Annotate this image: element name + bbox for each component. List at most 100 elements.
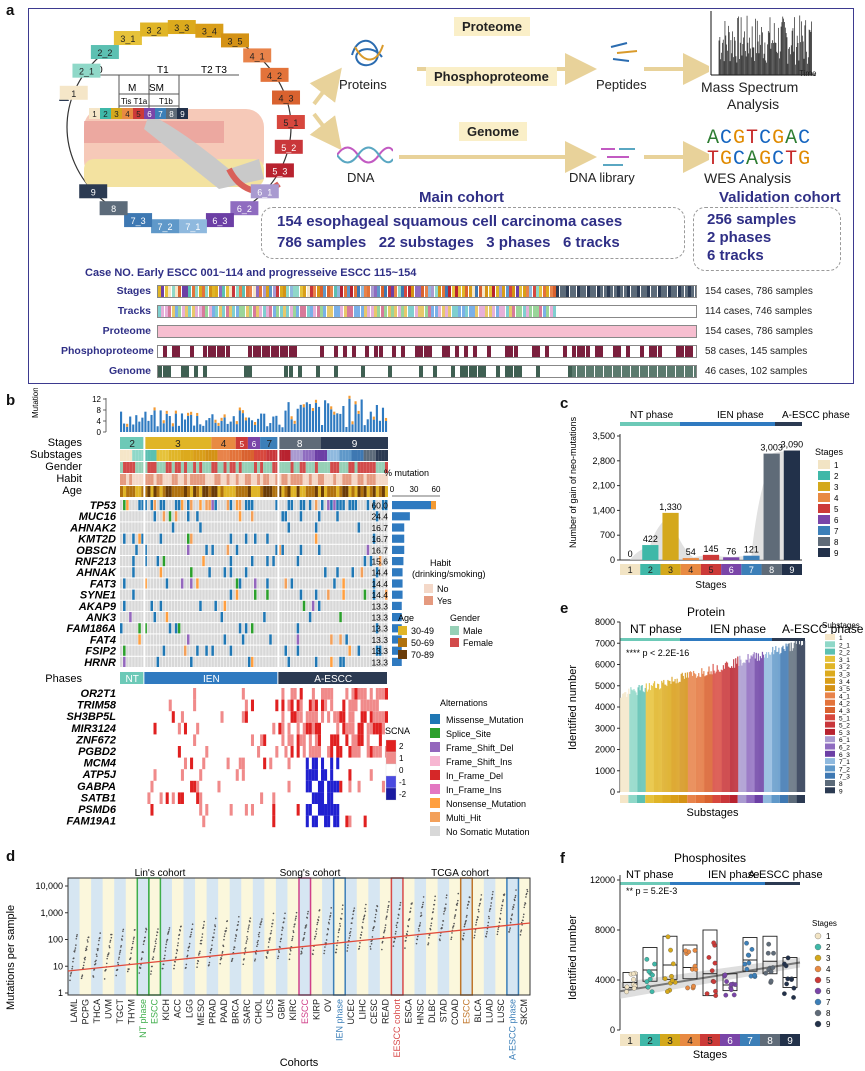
track-cell: [441, 286, 445, 297]
mutation-cell: [220, 623, 224, 634]
x-tick-label-PAAD: PAAD: [219, 999, 229, 1023]
sample-dot: [452, 925, 455, 927]
x-category-box: [780, 1034, 800, 1046]
mutation-cell: [138, 533, 141, 544]
habit-cell: [241, 474, 245, 485]
scna-cell: [333, 804, 337, 816]
track-cell: [532, 306, 536, 317]
mutation-cell: [229, 634, 233, 645]
mutation-cell: [354, 544, 358, 555]
track-info-proteome: 154 cases, 786 samples: [705, 326, 813, 337]
mutation-cell: [241, 533, 245, 544]
sample-dot: [197, 954, 200, 956]
sample-dot: [488, 910, 491, 912]
scna-cell: [235, 769, 239, 781]
substage-strip-cell: [729, 795, 738, 803]
mutation-cell: [281, 600, 284, 611]
mutation-cell: [199, 645, 202, 656]
substage-cell: [360, 450, 364, 461]
bar-value-label: 422: [643, 534, 658, 544]
sample-point: [770, 965, 776, 970]
track-cell: [590, 366, 595, 377]
track-cell: [198, 286, 202, 297]
sample-dot: [265, 957, 268, 959]
sample-dot: [329, 914, 332, 917]
mutation-count-bar-top: [235, 421, 238, 425]
mutation-cell: [311, 522, 315, 533]
mutation-cell: [168, 533, 172, 544]
mutation-cell: [241, 656, 245, 667]
column-band: [275, 878, 288, 995]
track-cell: [671, 366, 676, 377]
scna-cell: [324, 769, 328, 781]
habit-cell: [339, 474, 343, 485]
mutation-cell: [150, 656, 153, 667]
scna-legend-tick: 2: [399, 742, 404, 751]
nucleotide-C: C: [772, 148, 786, 171]
age-cell: [324, 486, 328, 497]
mutation-cell: [302, 623, 306, 634]
mutation-cell: [296, 544, 300, 555]
sample-dot: [302, 939, 304, 941]
habit-cell: [138, 474, 142, 485]
mutation-cell: [150, 612, 153, 623]
gender-cell: [199, 462, 203, 473]
mutation-cell: [120, 645, 123, 656]
sample-dot: [140, 958, 143, 961]
sample-dot: [301, 952, 303, 954]
protein-bar: [716, 665, 718, 792]
gender-cell: [284, 462, 288, 473]
mutation-cell: [305, 544, 309, 555]
mutation-cell: [132, 556, 135, 567]
gender-cell: [278, 462, 282, 473]
bar-value-label: 1,330: [659, 502, 682, 512]
mutation-cell: [205, 623, 208, 634]
mutation-cell: [351, 656, 354, 667]
protein-bar: [771, 652, 773, 792]
mutation-cell: [354, 567, 358, 578]
sample-dot: [140, 963, 142, 966]
age-cell: [266, 486, 270, 497]
sample-dot: [381, 948, 383, 951]
mutation-cell: [266, 612, 269, 623]
sample-dot: [511, 908, 514, 910]
mutation-cell: [196, 578, 199, 589]
mutation-cell: [120, 578, 123, 589]
habit-cell: [375, 474, 379, 485]
sample-point: [624, 989, 629, 995]
legend-swatch: [825, 707, 835, 713]
sample-dot: [107, 953, 110, 956]
mutation-cell: [217, 623, 220, 634]
sample-dot: [480, 894, 483, 896]
protein-bar: [745, 659, 747, 792]
gender-cell: [351, 462, 355, 473]
mutation-cell: [214, 511, 217, 522]
protein-bar: [797, 640, 800, 792]
sample-dot: [422, 896, 425, 898]
ring-box-7_3: [124, 213, 153, 228]
track-cell: [475, 306, 479, 317]
scna-gene-label-MIR3124: MIR3124: [71, 723, 116, 735]
mutation-cell: [293, 578, 297, 589]
track-cell: [158, 286, 162, 297]
sample-dot: [108, 946, 111, 949]
sample-dot: [442, 920, 445, 922]
mutation-cell: [223, 511, 227, 522]
track-cell: [546, 306, 550, 317]
sample-dot: [225, 927, 228, 929]
protein-bar: [691, 675, 694, 792]
mutation-cell: [369, 556, 373, 567]
mutation-cell: [381, 556, 385, 567]
mutation-cell: [348, 645, 351, 656]
ring-box-6_1: [250, 184, 279, 199]
mutation-cell: [336, 612, 339, 623]
sample-point: [731, 992, 737, 998]
track-cell: [626, 346, 631, 357]
sample-dot: [388, 900, 390, 903]
mutation-cell: [384, 511, 388, 522]
mutation-count-bar: [120, 411, 123, 432]
sample-dot: [175, 952, 178, 955]
x-tick-label: 6: [729, 565, 734, 575]
mutation-cell: [138, 567, 141, 578]
protein-bar: [727, 666, 730, 792]
